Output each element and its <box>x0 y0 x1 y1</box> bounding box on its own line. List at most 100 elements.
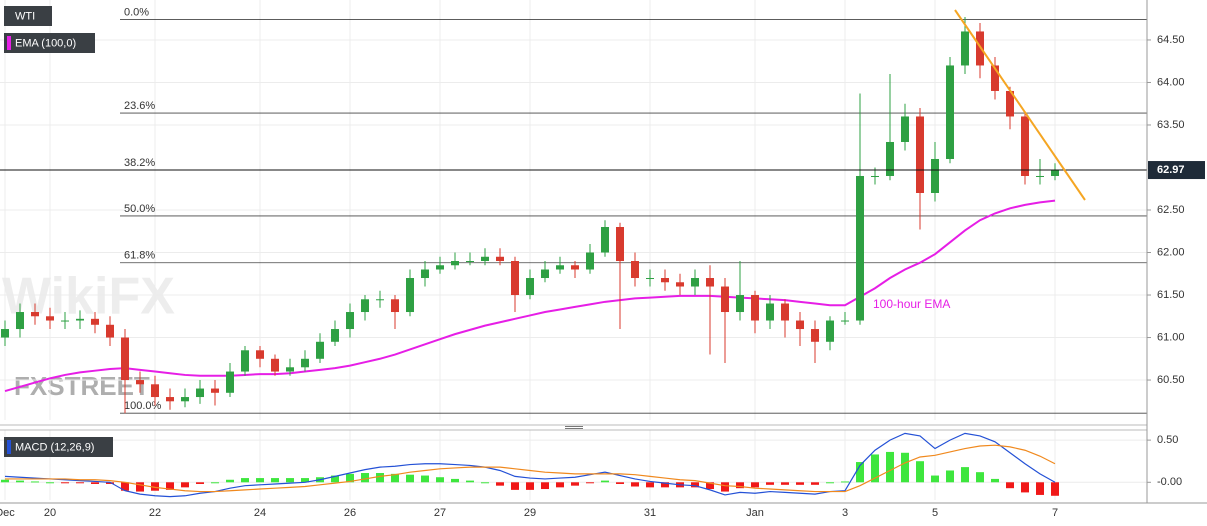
macd-histogram-bar <box>571 482 579 486</box>
x-tick-label: 24 <box>254 507 266 519</box>
macd-histogram-bar <box>31 481 39 483</box>
candle-body <box>166 397 174 402</box>
macd-histogram-bar <box>1006 482 1014 489</box>
x-tick-label: 7 <box>1052 507 1058 519</box>
candle-body <box>571 265 579 270</box>
candle-body <box>436 265 444 270</box>
y-tick-label: 60.50 <box>1157 374 1185 386</box>
macd-histogram-bar <box>346 473 354 483</box>
candle-body <box>1021 116 1029 176</box>
ema-annotation: 100-hour EMA <box>873 297 950 311</box>
x-tick-label: 27 <box>434 507 446 519</box>
candle-body <box>961 31 969 66</box>
macd-histogram-bar <box>121 482 129 491</box>
candle-body <box>1036 175 1044 177</box>
legend-box <box>4 437 113 457</box>
macd-histogram-bar <box>631 482 639 487</box>
candle-body <box>541 269 549 279</box>
macd-histogram-bar <box>136 482 144 492</box>
candle-body <box>496 256 504 262</box>
candle-body <box>16 312 24 330</box>
candle-body <box>196 388 204 398</box>
candle-body <box>826 320 834 342</box>
y-tick-label: 63.50 <box>1157 119 1185 131</box>
macd-histogram-bar <box>226 479 234 483</box>
fib-label: 23.6% <box>124 100 155 112</box>
candle-body <box>91 318 99 325</box>
macd-tick-label: -0.00 <box>1157 476 1182 488</box>
macd-histogram-bar <box>751 482 759 488</box>
candle-body <box>706 278 714 287</box>
legend: WTI EMA (100,0) MACD (12,26,9) <box>4 6 113 457</box>
macd-histogram-bar <box>286 478 294 483</box>
candle-body <box>841 320 849 322</box>
fib-label: 61.8% <box>124 250 155 262</box>
candle-body <box>916 116 924 193</box>
macd-histogram-bar <box>166 482 174 490</box>
macd-histogram-bar <box>916 461 924 483</box>
candle-body <box>376 299 384 301</box>
candle-body <box>601 227 609 253</box>
legend-ema: EMA (100,0) <box>15 37 76 49</box>
candle-body <box>766 303 774 321</box>
x-tick-label: Dec <box>0 507 15 519</box>
candle-body <box>466 261 474 263</box>
macd-histogram-bar <box>886 451 894 483</box>
macd-histogram-bar <box>406 474 414 483</box>
candle-body <box>346 312 354 330</box>
plot: 100-hour EMA <box>0 17 1147 498</box>
candle-body <box>1051 170 1059 176</box>
candle-body <box>946 65 954 159</box>
candle-body <box>676 282 684 287</box>
axis: Dec 20 22 24 26 27 29 31 Jan 3 5 7 60.50 61.00 61.50 62… <box>0 34 1205 519</box>
candle-body <box>736 295 744 313</box>
candle-body <box>646 278 654 280</box>
fib-label: 100.0% <box>124 400 162 412</box>
candle-body <box>226 371 234 393</box>
y-tick-label: 62.50 <box>1157 204 1185 216</box>
macd-histogram-bar <box>706 482 714 490</box>
macd-histogram-bar <box>541 482 549 490</box>
legend-box <box>4 33 95 53</box>
legend-symbol: WTI <box>15 10 35 22</box>
candle-body <box>421 269 429 279</box>
x-tick-label: 3 <box>842 507 848 519</box>
y-tick-label: 61.50 <box>1157 289 1185 301</box>
candle-body <box>76 318 84 321</box>
last-price-label: 62.97 <box>1157 164 1185 176</box>
x-tick-label: 26 <box>344 507 356 519</box>
macd-histogram-bar <box>736 482 744 489</box>
macd-histogram-bar <box>76 482 84 484</box>
candle-body <box>976 31 984 66</box>
y-tick-label: 61.00 <box>1157 331 1185 343</box>
x-tick-label: Jan <box>746 507 764 519</box>
candle-body <box>526 278 534 296</box>
candle-body <box>931 158 939 193</box>
x-tick-label: 20 <box>44 507 56 519</box>
candle-body <box>256 350 264 359</box>
candle-body <box>181 397 189 402</box>
macd-histogram-bar <box>721 482 729 492</box>
macd-histogram-bar <box>991 478 999 483</box>
macd-histogram-bar <box>106 482 114 484</box>
candle-body <box>301 358 309 368</box>
candle-body <box>1 329 9 338</box>
macd-histogram-bar <box>976 472 984 483</box>
macd-histogram-bar <box>91 482 99 484</box>
macd-histogram-bar <box>841 481 849 483</box>
watermarks: WikiFX FXSTREET <box>2 268 175 401</box>
candle-body <box>691 278 699 287</box>
candle-body <box>331 329 339 342</box>
macd-histogram-bar <box>1036 482 1044 495</box>
legend-box <box>4 6 52 26</box>
macd-histogram-bar <box>376 473 384 483</box>
macd-histogram-bar <box>151 482 159 491</box>
candle-body <box>361 299 369 313</box>
candle-body <box>751 295 759 321</box>
candle-body <box>856 175 864 321</box>
candle-body <box>616 227 624 262</box>
macd-histogram-bar <box>826 482 834 484</box>
candle-body <box>391 299 399 313</box>
